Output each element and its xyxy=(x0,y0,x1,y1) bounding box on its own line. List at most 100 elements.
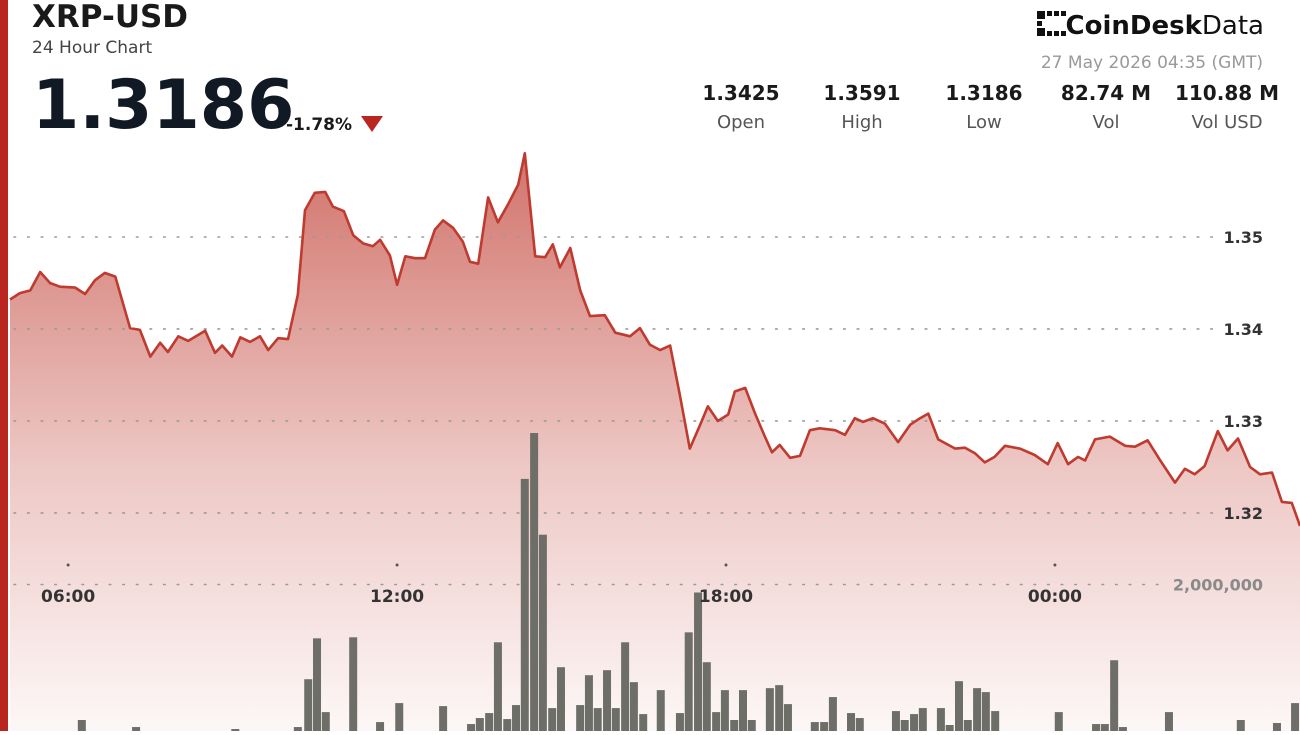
volume-bar xyxy=(891,711,900,731)
volume-bar xyxy=(936,708,945,731)
volume-bar xyxy=(1118,727,1127,731)
volume-bar xyxy=(530,433,539,731)
volume-bar xyxy=(1054,712,1063,731)
volume-bar xyxy=(603,670,612,731)
volume-bar xyxy=(694,592,703,731)
down-arrow xyxy=(361,116,383,132)
volume-bar xyxy=(584,675,593,731)
volume-bar xyxy=(1100,724,1109,731)
volume-bar xyxy=(783,704,792,731)
volume-layer xyxy=(77,433,1300,731)
x-tick-mark xyxy=(724,563,728,567)
volume-bar xyxy=(629,682,638,731)
volume-bar xyxy=(467,724,476,731)
volume-bar xyxy=(900,720,909,731)
volume-bar xyxy=(945,724,954,731)
volume-bar xyxy=(395,703,404,731)
volume-bar xyxy=(918,708,927,731)
y-tick-label: 1.33 xyxy=(1224,412,1263,431)
volume-bar xyxy=(485,713,494,731)
stat-label: Vol USD xyxy=(1191,112,1262,133)
brand-suffix: Data xyxy=(1202,11,1264,41)
stat-label: Vol xyxy=(1093,112,1120,133)
volume-bar xyxy=(512,705,521,731)
volume-bar xyxy=(313,638,322,731)
stat-value: 110.88 M xyxy=(1175,81,1279,105)
volume-bar xyxy=(576,705,585,731)
volume-bar xyxy=(991,711,1000,731)
brand-icon xyxy=(1037,11,1066,36)
volume-bar xyxy=(520,478,529,731)
volume-bar xyxy=(855,718,864,731)
volume-bar xyxy=(765,688,774,731)
volume-bar xyxy=(621,642,630,731)
volume-bar xyxy=(132,727,141,731)
volume-bar xyxy=(981,692,990,731)
volume-bar xyxy=(593,708,602,731)
volume-bar xyxy=(846,713,855,731)
stat-value: 82.74 M xyxy=(1061,81,1151,105)
y-tick-label: 1.34 xyxy=(1224,320,1263,339)
area-layer xyxy=(10,153,1300,732)
x-tick-label: 12:00 xyxy=(370,587,424,607)
x-tick-label: 00:00 xyxy=(1028,587,1082,607)
volume-bar xyxy=(702,662,711,731)
chart-title: XRP-USD xyxy=(32,0,188,35)
volume-bar xyxy=(503,719,512,731)
volume-bar xyxy=(77,720,86,731)
volume-bar xyxy=(556,667,565,731)
volume-bar xyxy=(349,637,358,731)
volume-bar xyxy=(231,729,240,731)
volume-tick-label: 2,000,000 xyxy=(1173,576,1263,595)
volume-bar xyxy=(720,690,729,731)
volume-bar xyxy=(493,642,502,731)
volume-bar xyxy=(730,720,739,731)
volume-bar xyxy=(712,712,721,731)
volume-bar xyxy=(963,720,972,731)
stat-value: 1.3591 xyxy=(823,81,900,105)
timestamp: 27 May 2026 04:35 (GMT) xyxy=(1041,53,1263,73)
volume-bar xyxy=(747,720,756,731)
volume-bar xyxy=(475,718,484,731)
volume-bar xyxy=(954,681,963,731)
volume-bar xyxy=(810,722,819,731)
x-tick-mark xyxy=(395,563,399,567)
volume-bar xyxy=(548,708,557,731)
volume-bar xyxy=(1092,724,1101,731)
volume-bar xyxy=(828,697,837,731)
line-layer xyxy=(9,152,1300,527)
stat-label: High xyxy=(841,112,882,133)
volume-bar xyxy=(439,706,448,731)
label-layer: 1.32 1.33 1.34 1.35 2,000,000 06:00 12:00 18:00… xyxy=(41,228,1263,607)
chart-subtitle: 24 Hour Chart xyxy=(32,38,152,58)
last-price: 1.3186 xyxy=(32,66,294,145)
stat-label: Low xyxy=(966,112,1001,133)
volume-bar xyxy=(376,722,385,731)
volume-bar xyxy=(1164,712,1173,731)
price-line xyxy=(9,152,1300,527)
volume-bar xyxy=(304,679,313,731)
volume-bar xyxy=(820,722,829,731)
x-tick-mark xyxy=(66,563,70,567)
volume-bar xyxy=(675,713,684,731)
accent-bar xyxy=(0,0,8,731)
area-fill xyxy=(10,153,1300,732)
volume-bar xyxy=(293,727,302,731)
volume-bar xyxy=(910,714,919,731)
stat-label: Open xyxy=(717,112,765,133)
volume-bar xyxy=(1110,660,1119,731)
stat-value: 1.3425 xyxy=(702,81,779,105)
volume-bar xyxy=(738,690,747,731)
volume-bar xyxy=(973,688,982,731)
volume-bar xyxy=(656,690,665,731)
volume-bar xyxy=(1272,723,1281,731)
volume-bar xyxy=(684,632,693,731)
y-tick-label: 1.35 xyxy=(1224,228,1263,247)
y-tick-label: 1.32 xyxy=(1224,504,1263,523)
price-change: -1.78% xyxy=(286,115,352,135)
x-tick-label: 06:00 xyxy=(41,587,95,607)
volume-bar xyxy=(611,708,620,731)
volume-bar xyxy=(639,714,648,731)
